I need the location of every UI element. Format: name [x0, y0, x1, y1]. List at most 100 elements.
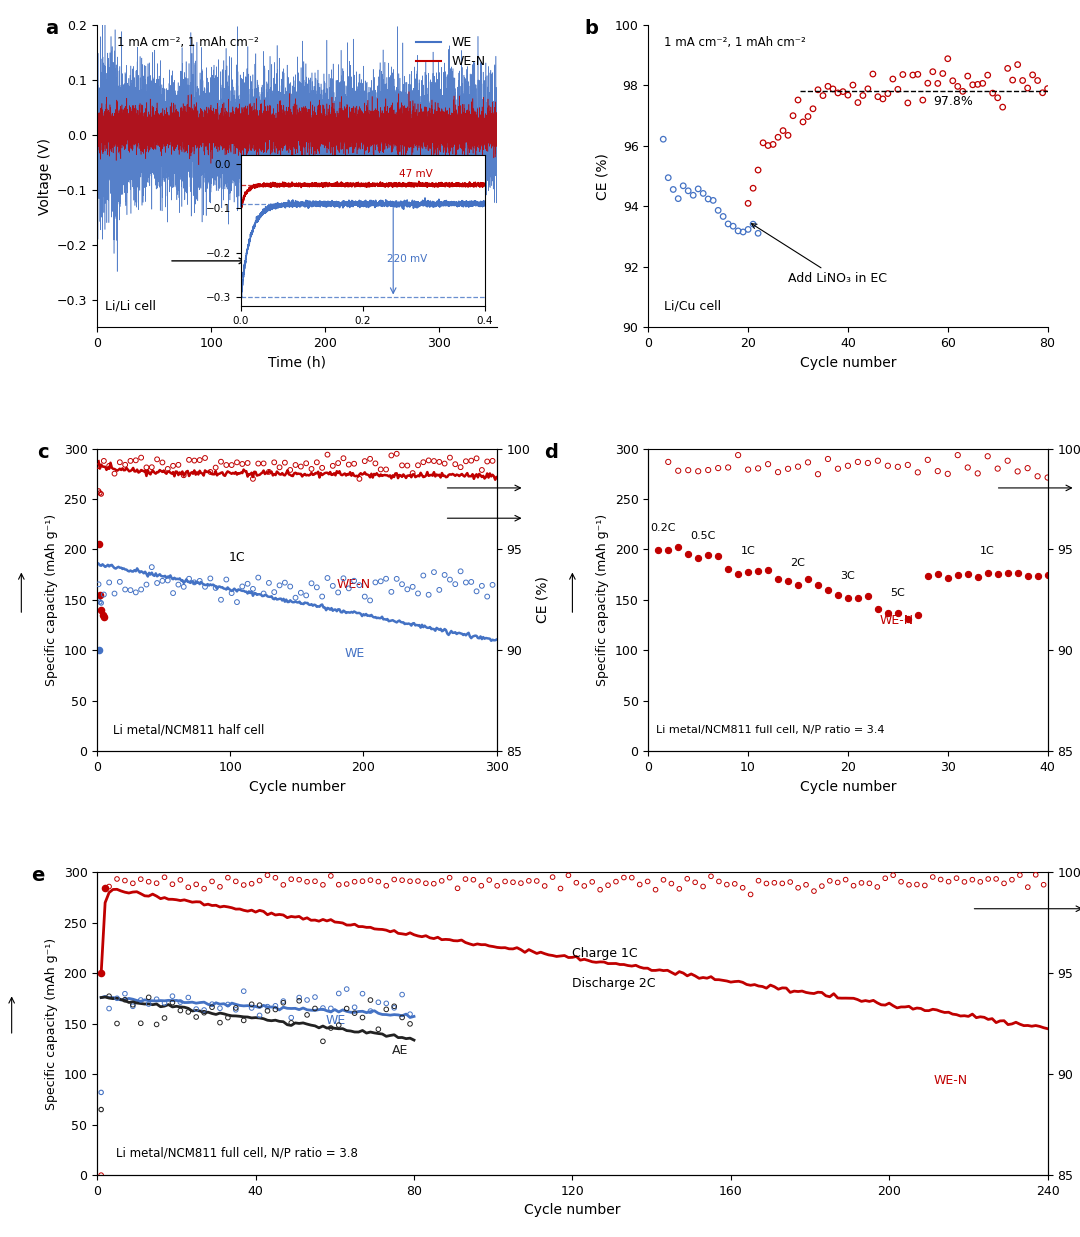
Point	[106, 464, 123, 484]
Point	[536, 876, 553, 896]
Point	[218, 455, 235, 475]
Point	[929, 73, 946, 93]
Text: 1C: 1C	[229, 550, 245, 564]
Point	[1020, 78, 1037, 98]
Point	[799, 453, 816, 473]
Point	[765, 135, 782, 155]
Point	[235, 875, 253, 894]
Point	[180, 450, 198, 470]
Point	[314, 875, 332, 894]
Point	[227, 872, 244, 892]
Text: 0.2C: 0.2C	[650, 523, 676, 533]
Point	[202, 569, 219, 589]
Point	[172, 870, 189, 889]
Point	[488, 876, 505, 896]
Point	[773, 873, 791, 893]
Point	[274, 993, 292, 1013]
Point	[402, 1004, 419, 1024]
Text: WE-N: WE-N	[880, 614, 914, 627]
Point	[362, 590, 379, 610]
Point	[969, 567, 986, 586]
Point	[959, 458, 976, 477]
Point	[436, 454, 454, 474]
Point	[980, 563, 997, 583]
Point	[239, 453, 256, 473]
Point	[415, 453, 432, 473]
Point	[138, 575, 156, 595]
Point	[302, 574, 320, 594]
Point	[346, 454, 363, 474]
Point	[322, 998, 339, 1018]
Point	[399, 455, 416, 475]
Point	[769, 127, 786, 147]
Point	[860, 453, 877, 473]
Point	[276, 453, 294, 473]
Point	[789, 575, 807, 595]
Point	[340, 579, 357, 599]
Text: AE: AE	[392, 1044, 408, 1058]
Point	[90, 456, 107, 476]
Point	[750, 459, 767, 479]
Point	[929, 461, 946, 481]
Point	[140, 872, 158, 892]
Point	[282, 576, 299, 596]
Point	[473, 876, 490, 896]
Point	[969, 74, 986, 94]
Point	[195, 878, 213, 898]
Point	[420, 450, 437, 470]
Point	[212, 1013, 229, 1033]
Point	[750, 871, 767, 891]
Point	[356, 586, 374, 606]
Point	[222, 455, 240, 475]
Point	[462, 450, 480, 470]
Point	[378, 876, 395, 896]
Point	[203, 995, 220, 1014]
Point	[664, 179, 681, 199]
Point	[386, 870, 403, 889]
Point	[719, 559, 737, 579]
Point	[671, 878, 688, 898]
Point	[388, 444, 405, 464]
Point	[267, 868, 284, 888]
Point	[207, 578, 225, 597]
Point	[243, 998, 260, 1018]
Point	[148, 573, 165, 593]
Point	[239, 574, 256, 594]
Point	[919, 450, 936, 470]
Point	[218, 569, 235, 589]
Point	[860, 586, 877, 606]
Point	[473, 576, 490, 596]
Point	[885, 865, 902, 884]
Point	[837, 870, 854, 889]
Point	[148, 990, 165, 1009]
X-axis label: Cycle number: Cycle number	[799, 356, 896, 370]
Point	[127, 450, 145, 470]
Point	[354, 983, 372, 1003]
X-axis label: Cycle number: Cycle number	[248, 779, 346, 794]
Point	[259, 997, 276, 1017]
Point	[901, 875, 918, 894]
Point	[111, 453, 129, 473]
Point	[117, 983, 134, 1003]
Point	[484, 575, 501, 595]
Point	[789, 456, 807, 476]
Point	[175, 576, 192, 596]
Point	[260, 573, 278, 593]
Point	[298, 990, 315, 1009]
Point	[148, 1014, 165, 1034]
Text: WE: WE	[345, 647, 365, 661]
Point	[124, 873, 141, 893]
Point	[431, 452, 448, 471]
Point	[919, 73, 936, 93]
Point	[750, 160, 767, 179]
Point	[1020, 877, 1037, 897]
Point	[340, 455, 357, 475]
Point	[750, 224, 767, 244]
Point	[140, 995, 158, 1014]
Point	[133, 580, 150, 600]
Point	[369, 872, 387, 892]
Point	[203, 997, 220, 1017]
Point	[117, 580, 134, 600]
Point	[447, 574, 464, 594]
Point	[740, 563, 757, 583]
